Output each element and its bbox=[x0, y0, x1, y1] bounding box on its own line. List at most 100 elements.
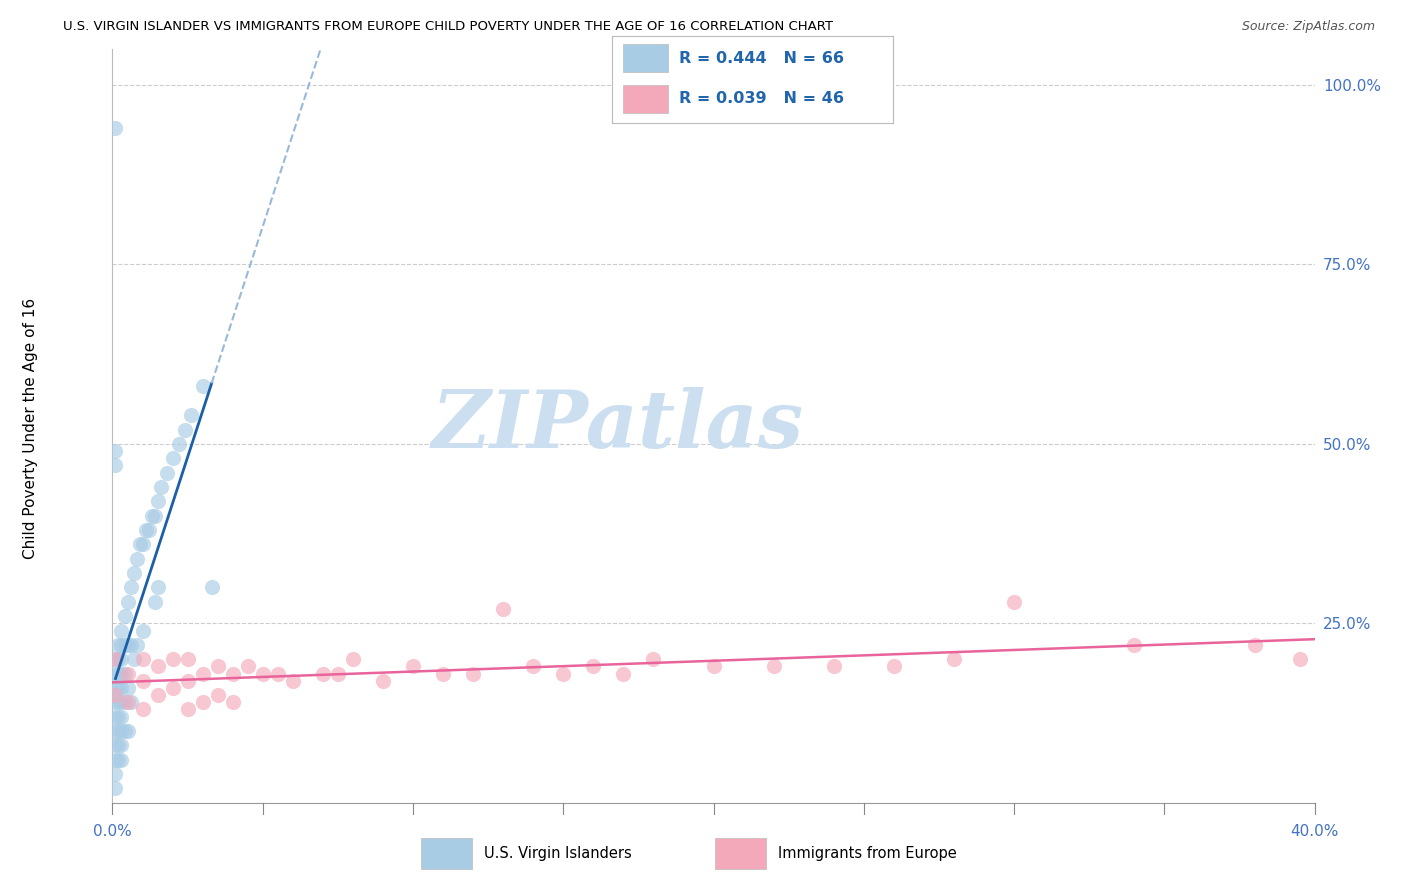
Point bbox=[131, 624, 153, 638]
Point bbox=[117, 638, 139, 652]
Point bbox=[107, 652, 129, 666]
Point bbox=[117, 695, 139, 709]
Point bbox=[643, 652, 665, 666]
Point bbox=[107, 681, 129, 695]
Point bbox=[173, 423, 195, 437]
Point bbox=[143, 508, 166, 523]
Point bbox=[326, 666, 349, 681]
Point bbox=[104, 753, 127, 767]
Point bbox=[371, 673, 394, 688]
Point bbox=[762, 659, 785, 673]
Point bbox=[149, 480, 172, 494]
Point bbox=[131, 673, 153, 688]
Point bbox=[117, 724, 139, 739]
Point bbox=[110, 666, 132, 681]
Bar bbox=[714, 838, 766, 870]
Point bbox=[402, 659, 425, 673]
Bar bbox=[420, 838, 472, 870]
Point bbox=[823, 659, 845, 673]
Point bbox=[461, 666, 484, 681]
Point bbox=[191, 666, 214, 681]
Point bbox=[252, 666, 274, 681]
Point bbox=[122, 652, 145, 666]
Point bbox=[107, 739, 129, 753]
Point bbox=[120, 581, 142, 595]
Point bbox=[114, 609, 136, 624]
Point bbox=[176, 702, 198, 716]
Point bbox=[107, 666, 129, 681]
Point bbox=[110, 753, 132, 767]
Point bbox=[110, 652, 132, 666]
Point bbox=[312, 666, 335, 681]
Point bbox=[236, 659, 259, 673]
Point bbox=[131, 537, 153, 551]
Point bbox=[201, 581, 224, 595]
Point bbox=[582, 659, 605, 673]
Point bbox=[120, 695, 142, 709]
Bar bbox=[623, 85, 668, 112]
Text: Source: ZipAtlas.com: Source: ZipAtlas.com bbox=[1241, 20, 1375, 33]
Point bbox=[138, 523, 160, 537]
Point bbox=[114, 724, 136, 739]
Point bbox=[1002, 595, 1025, 609]
Text: R = 0.039   N = 46: R = 0.039 N = 46 bbox=[679, 91, 844, 106]
Point bbox=[1288, 652, 1310, 666]
Text: Immigrants from Europe: Immigrants from Europe bbox=[778, 847, 956, 861]
Point bbox=[104, 688, 127, 702]
Point bbox=[117, 681, 139, 695]
Point bbox=[267, 666, 290, 681]
Point bbox=[146, 581, 169, 595]
Point bbox=[162, 652, 184, 666]
Point bbox=[107, 695, 129, 709]
Point bbox=[114, 666, 136, 681]
Point bbox=[110, 724, 132, 739]
Point bbox=[110, 739, 132, 753]
Point bbox=[162, 451, 184, 466]
Point bbox=[125, 551, 148, 566]
Point bbox=[1123, 638, 1146, 652]
Point bbox=[110, 709, 132, 723]
Point bbox=[222, 695, 245, 709]
Point bbox=[122, 566, 145, 580]
Point bbox=[107, 753, 129, 767]
Point bbox=[110, 681, 132, 695]
Point bbox=[110, 624, 132, 638]
Point bbox=[104, 724, 127, 739]
Point bbox=[104, 121, 127, 136]
Point bbox=[117, 595, 139, 609]
Point bbox=[110, 695, 132, 709]
Point bbox=[432, 666, 454, 681]
Point bbox=[492, 602, 515, 616]
Point bbox=[114, 638, 136, 652]
Point bbox=[176, 652, 198, 666]
Point bbox=[104, 652, 127, 666]
Point bbox=[104, 709, 127, 723]
Point bbox=[135, 523, 157, 537]
Bar bbox=[623, 45, 668, 72]
Point bbox=[104, 695, 127, 709]
Point bbox=[191, 695, 214, 709]
Point bbox=[207, 688, 229, 702]
Point bbox=[131, 652, 153, 666]
Point bbox=[612, 666, 634, 681]
Point bbox=[143, 595, 166, 609]
Point bbox=[883, 659, 905, 673]
Point bbox=[104, 652, 127, 666]
Point bbox=[104, 681, 127, 695]
Point bbox=[114, 695, 136, 709]
Point bbox=[522, 659, 544, 673]
Point bbox=[162, 681, 184, 695]
Point bbox=[104, 666, 127, 681]
Point bbox=[104, 739, 127, 753]
Point bbox=[191, 379, 214, 393]
Point bbox=[104, 444, 127, 458]
Point bbox=[107, 709, 129, 723]
Point bbox=[120, 638, 142, 652]
Text: Child Poverty Under the Age of 16: Child Poverty Under the Age of 16 bbox=[24, 298, 38, 558]
Point bbox=[176, 673, 198, 688]
Point bbox=[141, 508, 163, 523]
Point bbox=[104, 767, 127, 781]
Point bbox=[167, 437, 190, 451]
Point bbox=[107, 724, 129, 739]
Text: 0.0%: 0.0% bbox=[93, 824, 132, 838]
